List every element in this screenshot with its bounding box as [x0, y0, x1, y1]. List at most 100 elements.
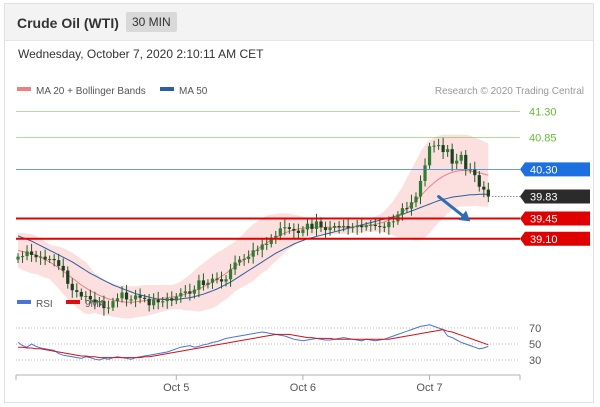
candle-body [52, 258, 56, 261]
candle-body [20, 256, 25, 258]
rsi-plot: 70 50 30 [16, 323, 541, 367]
candle-body [283, 227, 287, 229]
candle-body [427, 146, 432, 166]
candle-body [43, 256, 47, 260]
candle-body [106, 307, 111, 309]
candle-body [387, 221, 391, 228]
candle-body [382, 226, 386, 228]
candle-body [156, 299, 160, 303]
candle-body [29, 251, 34, 255]
legend-swatch-ma50 [160, 87, 174, 91]
rsi-tick-50: 50 [529, 339, 541, 351]
rsi-tick-30: 30 [529, 355, 541, 367]
level-39-83-tag [520, 189, 590, 204]
candle-body [332, 226, 337, 228]
candle-body [418, 180, 423, 197]
x-tick-label: Oct 7 [416, 382, 442, 394]
candle-body [247, 256, 251, 259]
candle-body [468, 169, 472, 171]
candle-body [224, 279, 228, 282]
candle-body [219, 279, 224, 282]
candle-body [373, 224, 377, 227]
legend-label-rsi: RSI [36, 299, 53, 310]
main-plot: 41.30 40.85 40.30 39.83 39.45 39.10 [16, 107, 590, 319]
level-39-45-tag [520, 211, 590, 226]
candle-body [120, 292, 124, 299]
rsi-line [17, 324, 489, 361]
candle-body [278, 228, 282, 236]
candle-body [238, 259, 242, 263]
legend-label-ma50: MA 50 [179, 86, 208, 97]
candle-body [228, 269, 233, 280]
candle-body [473, 169, 477, 176]
candle-body [152, 299, 156, 306]
forecast-arrow-shaft [437, 195, 468, 220]
candle-body [251, 250, 255, 257]
level-41-30-label: 41.30 [529, 107, 557, 119]
candle-body [57, 260, 61, 266]
candle-body [197, 280, 201, 290]
candle-body [464, 154, 468, 170]
candle-body [75, 290, 79, 292]
candle-body [165, 298, 169, 302]
candle-body [369, 224, 373, 226]
candle-body [355, 225, 359, 228]
timestamp: Wednesday, October 7, 2020 2:10:11 AM CE… [18, 47, 264, 61]
level-40-30-tag [520, 162, 590, 177]
legend-swatch-rsi [17, 300, 31, 304]
candle-body [70, 283, 74, 291]
candle-body [39, 256, 43, 258]
candle-body [400, 208, 405, 215]
candle-body [179, 293, 183, 297]
candle-body [147, 298, 151, 306]
legend-swatch-9ma [66, 300, 80, 304]
candle-body [305, 223, 310, 230]
candle-body [188, 291, 192, 294]
level-39-45-label: 39.45 [530, 214, 558, 226]
candle-body [133, 295, 138, 300]
legend-label-9ma: 9MA [85, 299, 106, 310]
candle-body [477, 175, 481, 187]
candle-body [436, 145, 441, 147]
candle-body [441, 145, 445, 153]
candle-body [161, 301, 165, 303]
candle-body [61, 265, 65, 271]
candle-body [364, 225, 368, 228]
candle-body [79, 291, 83, 297]
candle-body [201, 280, 206, 285]
header-bar: Crude Oil (WTI) 30 MIN [5, 4, 593, 41]
candle-body [301, 229, 305, 233]
candle-body [455, 160, 459, 164]
candle-body [66, 270, 70, 284]
candle-body [346, 226, 350, 228]
level-40-30-label: 40.30 [530, 164, 558, 176]
candle-body [459, 154, 463, 161]
candle-body [323, 227, 328, 231]
interval-badge[interactable]: 30 MIN [126, 12, 177, 32]
candle-body [124, 292, 129, 300]
level-39-10-tag [520, 231, 590, 246]
candle-body [486, 189, 490, 197]
level-39-83-label: 39.83 [530, 192, 558, 204]
bollinger-band [18, 134, 489, 319]
rsi-tick-70: 70 [529, 323, 541, 335]
candle-body [84, 295, 88, 297]
level-40-85-label: 40.85 [529, 133, 557, 145]
candle-body [351, 227, 355, 229]
candle-body [405, 208, 409, 210]
candle-body [97, 301, 102, 303]
level-39-10-label: 39.10 [530, 234, 558, 246]
candle-body [174, 296, 178, 301]
candle-body [269, 237, 273, 244]
candle-body [260, 244, 264, 250]
candle-body [25, 251, 29, 257]
candle-body [93, 299, 97, 303]
candle-body [48, 258, 52, 260]
candle-body [143, 297, 147, 299]
candle-body [138, 295, 142, 298]
legend-swatch-ma20 [17, 87, 31, 91]
candle-body [319, 221, 323, 228]
x-tick-label: Oct 6 [290, 382, 316, 394]
candle-body [242, 258, 246, 260]
candle-body [446, 149, 450, 153]
